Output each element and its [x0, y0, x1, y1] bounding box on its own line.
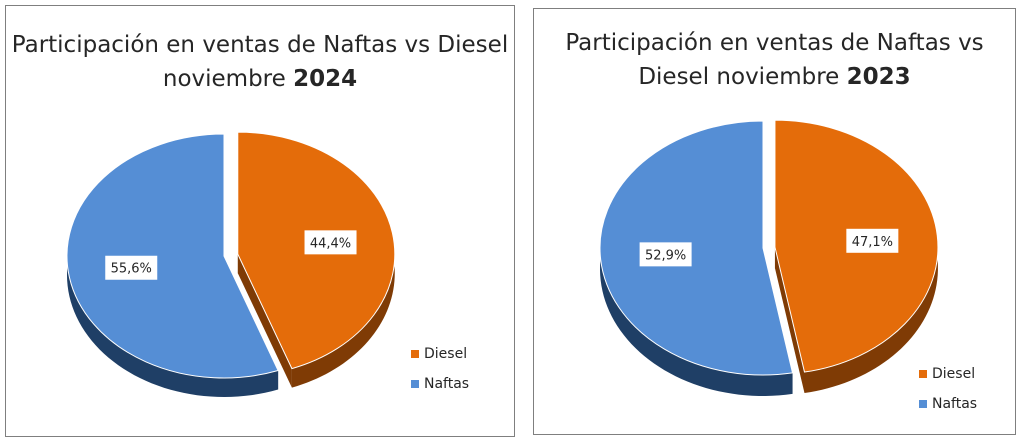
legend-item-naftas: Naftas [919, 389, 977, 419]
chart-title-text: Participación en ventas de Naftas vs Die… [11, 32, 509, 92]
legend-swatch-diesel [411, 350, 419, 358]
legend-label-naftas: Naftas [932, 396, 978, 412]
data-label-box-diesel [304, 230, 357, 255]
data-label-box-naftas [105, 255, 158, 280]
legend-label-diesel: Diesel [424, 346, 468, 362]
legend-swatch-naftas [919, 400, 927, 408]
pie-edge-diesel-1 [237, 254, 292, 388]
legend-label-diesel: Diesel [932, 366, 976, 382]
pie-side-diesel [774, 120, 938, 394]
legend-item-naftas: Naftas [411, 369, 469, 399]
pie-slice-naftas [599, 120, 794, 376]
chart-panel-2023: Participación en ventas de Naftas vs Die… [533, 8, 1016, 435]
data-label-naftas: 55,6% [105, 255, 158, 280]
legend-label-naftas: Naftas [424, 376, 470, 392]
pie-slice-naftas [66, 133, 279, 379]
data-label-diesel: 47,1% [846, 228, 899, 253]
chart-title-year: 2023 [846, 64, 911, 90]
chart-legend: Diesel Naftas [919, 359, 977, 419]
legend-item-diesel: Diesel [919, 359, 977, 389]
data-label-text-naftas: 52,9% [645, 248, 686, 263]
pie-edge-diesel-1 [774, 247, 805, 394]
data-label-diesel: 44,4% [304, 230, 357, 255]
data-label-box-diesel [846, 228, 899, 253]
data-label-box-naftas [639, 242, 692, 267]
legend-item-diesel: Diesel [411, 339, 469, 369]
data-label-text-diesel: 47,1% [852, 235, 893, 250]
chart-title: Participación en ventas de Naftas vs Die… [534, 26, 1015, 94]
legend-swatch-diesel [919, 370, 927, 378]
chart-title-text: Participación en ventas de Naftas vs Die… [565, 30, 984, 90]
chart-panel-2024: Participación en ventas de Naftas vs Die… [5, 5, 515, 437]
chart-title: Participación en ventas de Naftas vs Die… [6, 28, 514, 96]
chart-legend: Diesel Naftas [411, 339, 469, 399]
data-label-text-diesel: 44,4% [310, 236, 351, 251]
legend-swatch-naftas [411, 380, 419, 388]
pie-side-diesel [237, 132, 395, 388]
pie-chart-2024: 44,4% 55,6% [66, 131, 396, 397]
chart-title-year: 2024 [293, 66, 358, 92]
pie-chart-2023: 47,1% 52,9% [599, 119, 939, 396]
data-label-naftas: 52,9% [639, 242, 692, 267]
data-label-text-naftas: 55,6% [111, 262, 152, 277]
